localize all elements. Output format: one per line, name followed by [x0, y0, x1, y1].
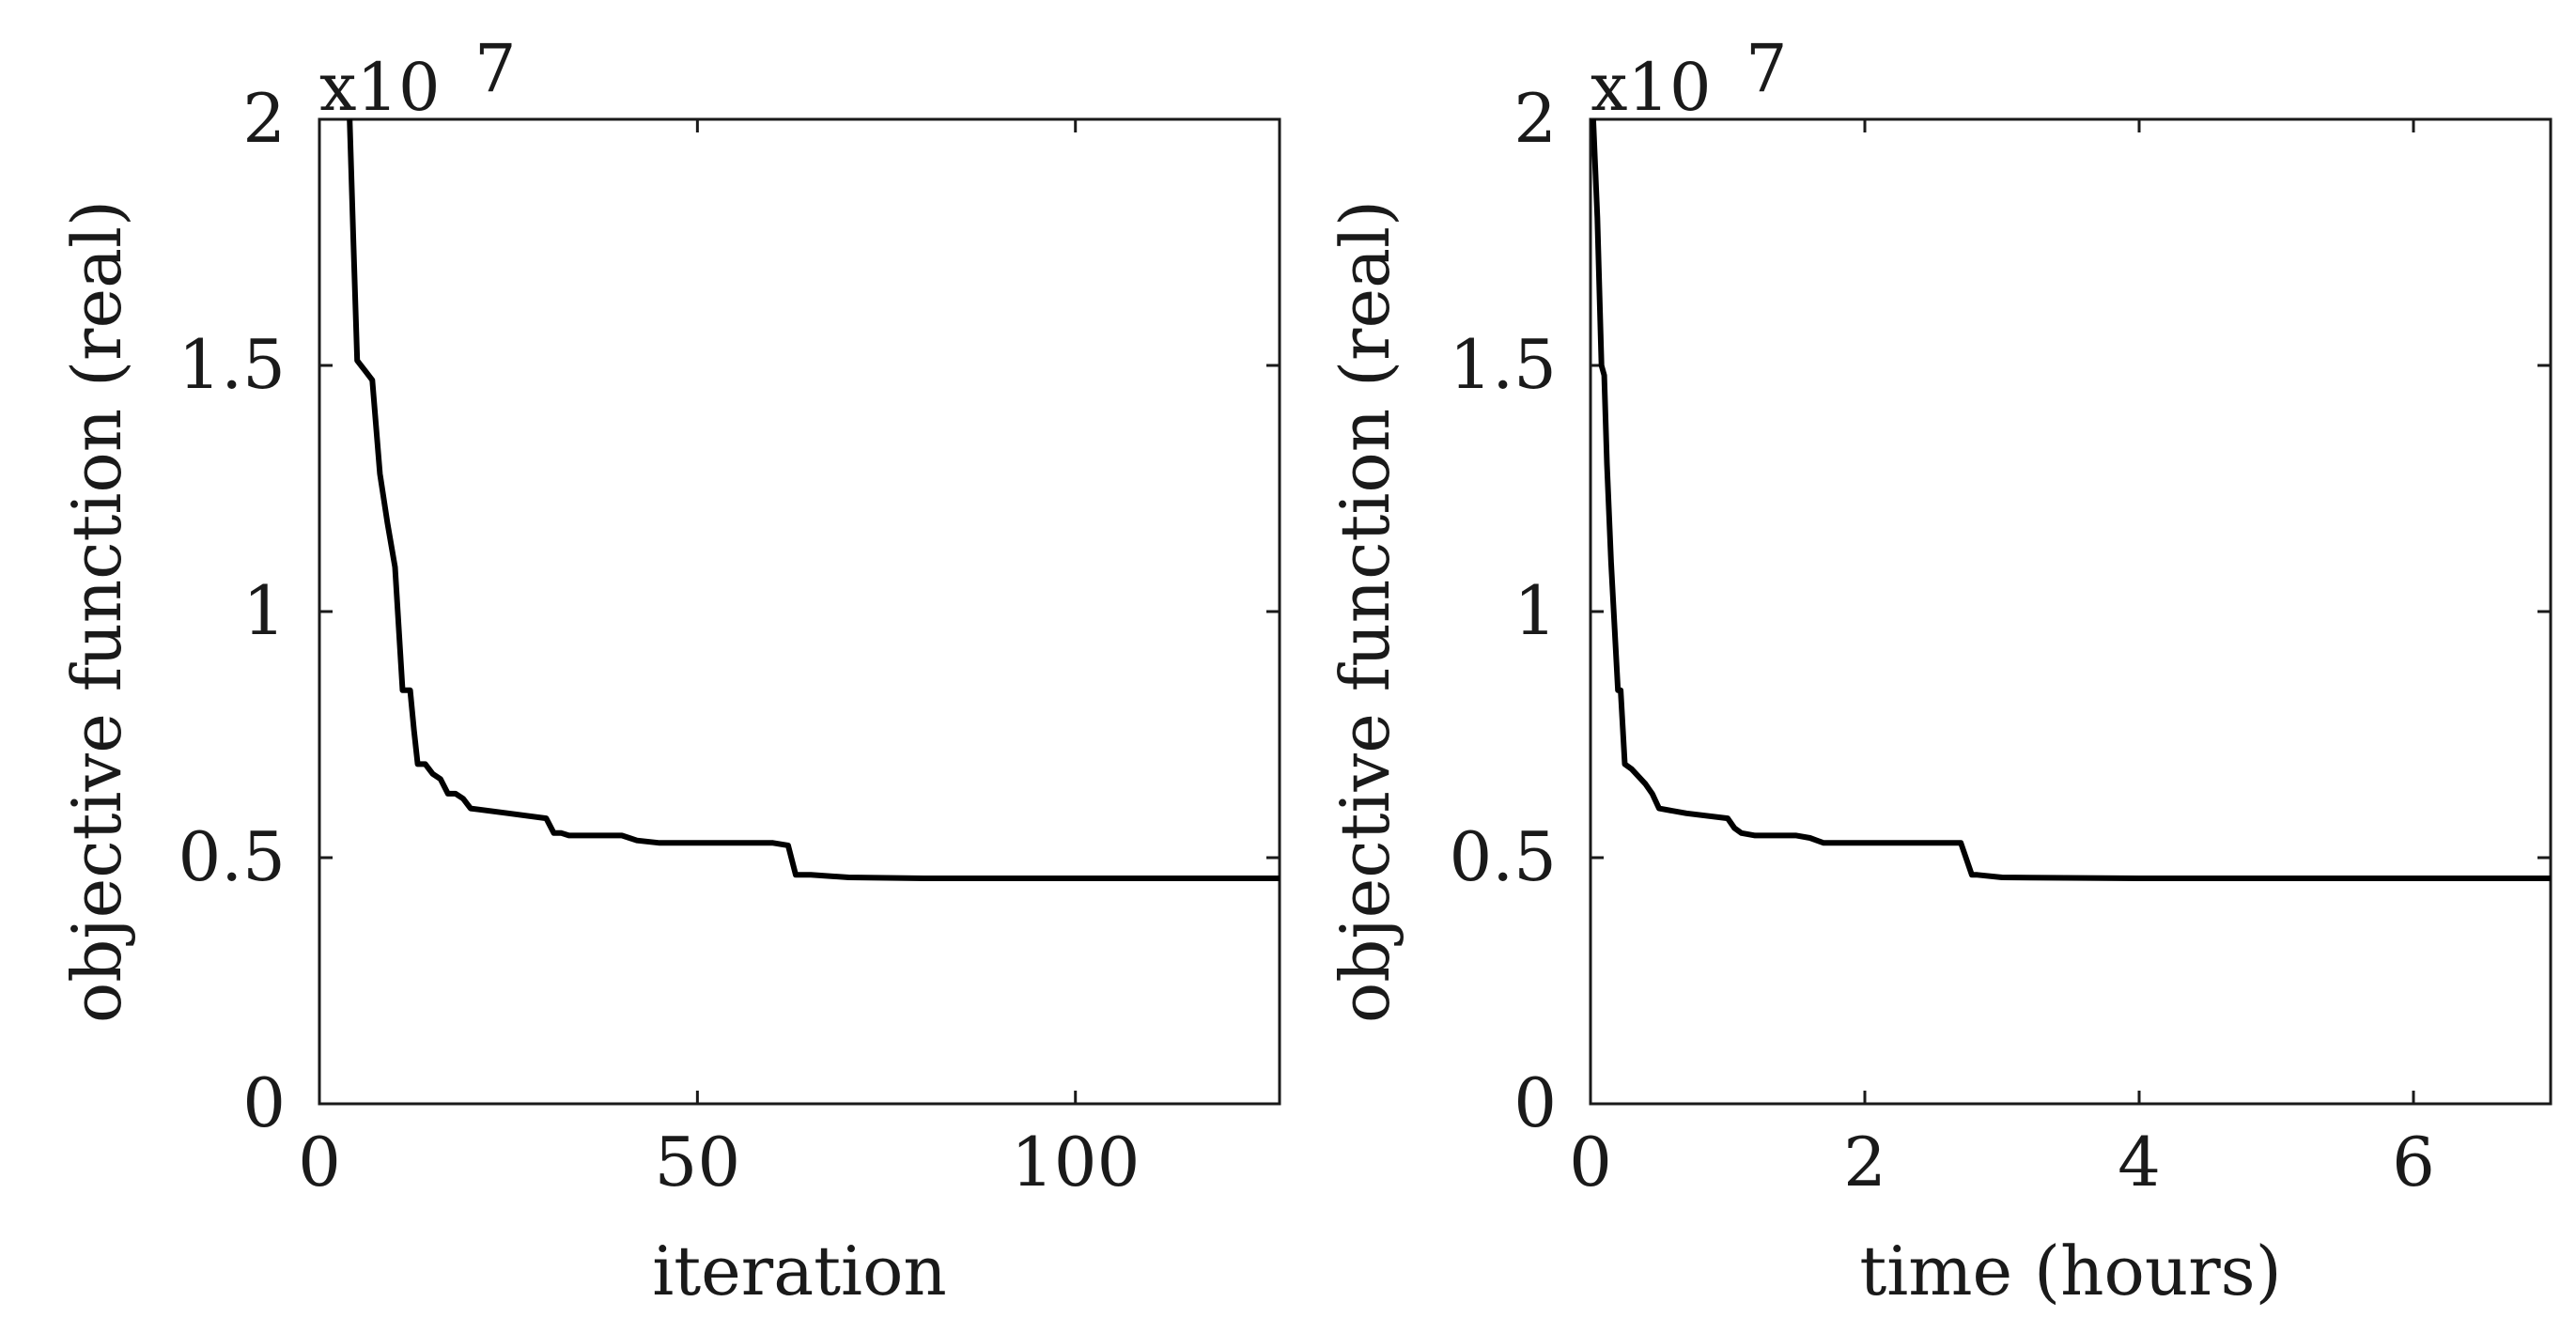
- series-line: [347, 118, 1280, 881]
- x-tick-label: 50: [655, 1123, 741, 1201]
- chart-iteration: 0 50 100 0 0.5 1 1.5 2 iteration objective functi…: [57, 30, 1281, 1310]
- y-tick-label: 0.5: [178, 817, 286, 896]
- y-tick-label: 0.5: [1449, 817, 1557, 896]
- x-tick-label: 4: [2118, 1123, 2161, 1201]
- y-tick-label: 1.5: [1449, 325, 1557, 404]
- x-tick-label: 2: [1843, 1123, 1886, 1201]
- y-multiplier-exponent: 7: [1746, 30, 1788, 107]
- x-tick-label: 6: [2392, 1123, 2435, 1201]
- plot-area-frame: [318, 117, 1281, 1106]
- y-tick-label: 0: [1513, 1063, 1557, 1142]
- y-tick-label: 2: [242, 79, 286, 158]
- y-multiplier-exponent: 7: [474, 30, 517, 107]
- x-tick-label: 100: [1011, 1123, 1140, 1201]
- plot-area-frame: [1589, 117, 2553, 1106]
- y-multiplier-label: x10: [319, 49, 441, 126]
- chart-time: 0 2 4 6 0 0.5 1 1.5 2 time (hours) objective funct…: [1326, 30, 2553, 1310]
- y-tick-label: 2: [1513, 79, 1557, 158]
- y-tick-label: 1.5: [178, 325, 286, 404]
- x-tick-label: 0: [1569, 1123, 1612, 1201]
- y-tick-label: 0: [242, 1063, 286, 1142]
- series-line: [1590, 118, 2551, 881]
- x-axis-label: time (hours): [1859, 1232, 2281, 1310]
- y-axis-label: objective function (real): [57, 200, 136, 1023]
- x-tick-label: 0: [298, 1123, 341, 1201]
- y-axis-label: objective function (real): [1326, 200, 1404, 1023]
- x-axis-label: iteration: [652, 1232, 947, 1310]
- y-multiplier-label: x10: [1591, 49, 1712, 126]
- y-tick-label: 1: [242, 571, 286, 650]
- y-tick-label: 1: [1513, 571, 1557, 650]
